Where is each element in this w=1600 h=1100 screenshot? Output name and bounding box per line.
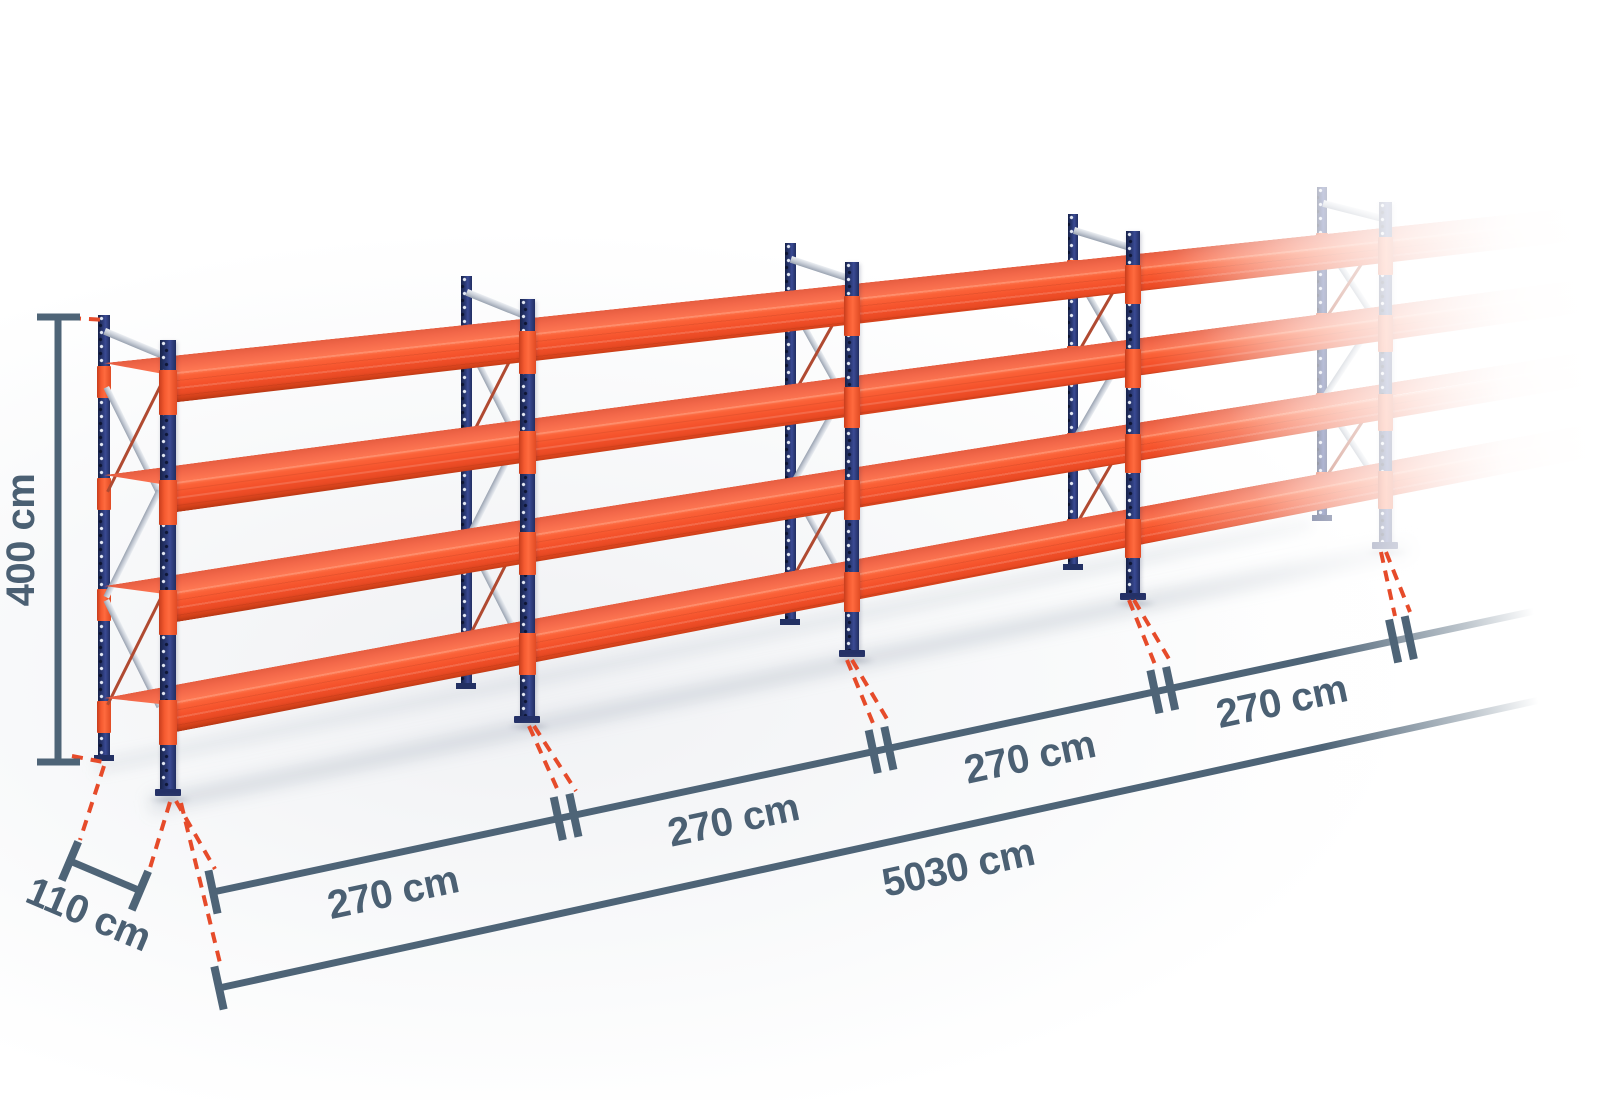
depth-dimension-label: 110 cm xyxy=(20,869,157,960)
dimension-tick xyxy=(549,796,567,841)
bay-dimension-label-2: 270 cm xyxy=(664,785,803,856)
extension-dash-line xyxy=(1127,599,1158,668)
dimension-line xyxy=(68,857,142,894)
dimension-tick xyxy=(1385,618,1403,664)
dimension-line xyxy=(212,605,1545,896)
extension-dash-line xyxy=(1379,551,1397,617)
dimension-tick xyxy=(128,869,152,912)
depth-dimension: 110 cm xyxy=(20,765,172,960)
height-dimension: 400 cm xyxy=(0,313,107,766)
dimension-tick xyxy=(1146,669,1164,715)
extension-dash-line xyxy=(845,659,877,729)
bay-dimension-label-3: 270 cm xyxy=(960,722,1099,793)
bay-dimensions: 270 cm 270 cm 270 cm 270 cm xyxy=(174,551,1545,928)
dimension-tick xyxy=(1162,666,1180,711)
extension-dash-line xyxy=(71,754,104,764)
dimension-line xyxy=(218,694,1549,992)
extension-dash-line xyxy=(78,765,106,841)
extension-dash-line xyxy=(179,802,222,964)
extension-dash-line xyxy=(174,800,217,870)
bay-dimension-label-1: 270 cm xyxy=(324,857,463,928)
dimension-tick xyxy=(204,869,222,915)
height-dimension-label: 400 cm xyxy=(0,474,43,607)
extension-dash-line xyxy=(1384,551,1412,613)
extension-dash-line xyxy=(527,725,562,796)
dimension-tick xyxy=(1400,615,1418,661)
dimension-tick xyxy=(210,965,228,1011)
extension-dash-line xyxy=(532,724,578,793)
extension-dash-line xyxy=(148,801,172,869)
dimension-tick xyxy=(58,840,82,882)
dimension-tick xyxy=(864,729,882,775)
dimension-tick xyxy=(880,725,898,771)
extension-dash-line xyxy=(1132,598,1174,666)
extension-dash-line xyxy=(850,658,892,726)
dimension-tick xyxy=(565,792,583,838)
